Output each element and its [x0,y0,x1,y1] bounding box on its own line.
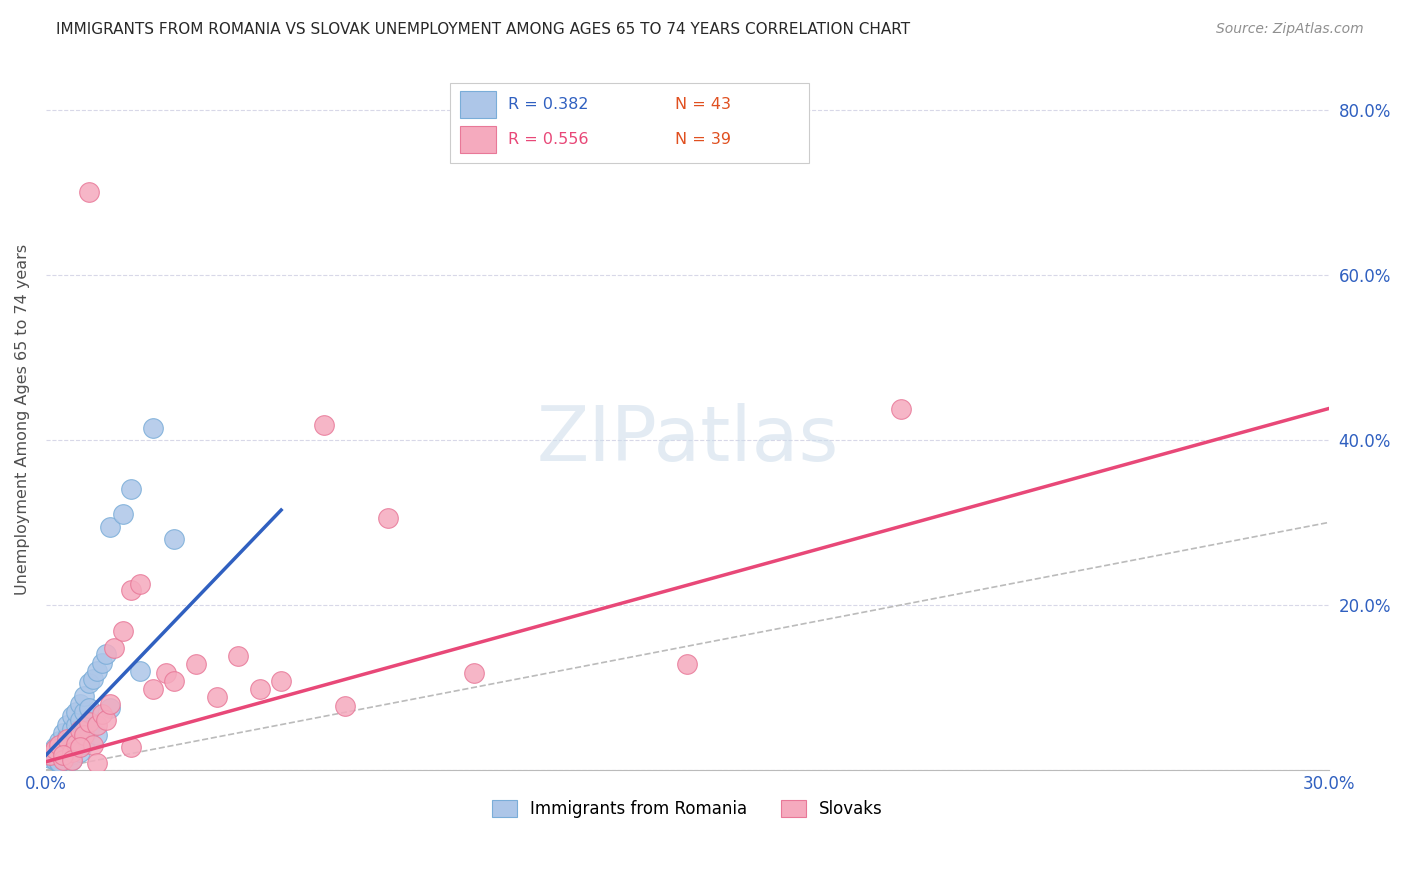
Point [44,742,66,756]
Point [48,755,70,769]
Point [90,706,112,721]
Point [52,738,75,752]
Point [69,697,91,711]
Point [65,737,87,751]
Point [184,657,207,672]
Point [56,717,79,731]
Point [69,723,91,738]
Point [86,664,108,678]
Point [73,705,96,719]
Point [86,717,108,731]
Point [60,745,83,759]
Point [228,649,250,664]
Point [52,753,75,767]
Point [142,420,165,434]
FancyBboxPatch shape [450,83,810,163]
Point [73,689,96,703]
Point [86,728,108,742]
Point [121,483,143,497]
Point [77,715,100,730]
Point [90,656,112,670]
Point [44,739,66,754]
Point [98,701,121,715]
Text: Source: ZipAtlas.com: Source: ZipAtlas.com [1216,22,1364,37]
Point [52,748,75,763]
Point [56,742,79,756]
Point [65,717,87,731]
Point [111,624,134,639]
Point [39,750,62,764]
Text: IMMIGRANTS FROM ROMANIA VS SLOVAK UNEMPLOYMENT AMONG AGES 65 TO 74 YEARS CORRELA: IMMIGRANTS FROM ROMANIA VS SLOVAK UNEMPL… [56,22,910,37]
Bar [460,91,496,118]
Text: ZIPatlas: ZIPatlas [536,403,838,477]
Point [142,682,165,697]
Point [60,753,83,767]
Legend: Immigrants from Romania, Slovaks: Immigrants from Romania, Slovaks [485,793,890,825]
Point [377,511,399,525]
Point [205,690,228,705]
Point [56,748,79,763]
Point [82,672,104,686]
Point [98,697,121,711]
Point [890,401,912,416]
Point [121,583,143,598]
Point [111,507,134,521]
Point [121,739,143,754]
Y-axis label: Unemployment Among Ages 65 to 74 years: Unemployment Among Ages 65 to 74 years [15,244,30,595]
Point [163,532,186,546]
Point [77,701,100,715]
Point [60,753,83,767]
Point [56,730,79,744]
Point [69,739,91,754]
Point [48,747,70,761]
Point [56,731,79,746]
Point [44,753,66,767]
Point [86,756,108,771]
Point [60,738,83,752]
Point [65,731,87,746]
Point [48,738,70,752]
Point [312,417,335,432]
Point [39,748,62,763]
Point [82,738,104,752]
Point [463,665,485,680]
Text: N = 39: N = 39 [675,132,731,147]
Point [60,709,83,723]
Point [73,737,96,751]
Point [129,664,152,678]
Point [65,705,87,719]
Text: R = 0.556: R = 0.556 [508,132,588,147]
Point [77,723,100,738]
Point [94,714,117,728]
Point [270,673,292,688]
Point [129,577,152,591]
Point [155,665,177,680]
Point [48,734,70,748]
Point [60,722,83,736]
Point [676,657,699,672]
Point [52,750,75,764]
Point [77,676,100,690]
Point [103,640,125,655]
Point [69,745,91,759]
Point [77,186,100,200]
Point [69,714,91,728]
Point [52,742,75,756]
Text: N = 43: N = 43 [675,97,731,112]
Point [94,648,117,662]
Point [98,519,121,533]
Bar [460,126,496,153]
Point [52,726,75,740]
Point [73,728,96,742]
Text: R = 0.382: R = 0.382 [508,97,588,112]
Point [249,682,271,697]
Point [48,756,70,771]
Point [335,698,357,713]
Point [163,673,186,688]
